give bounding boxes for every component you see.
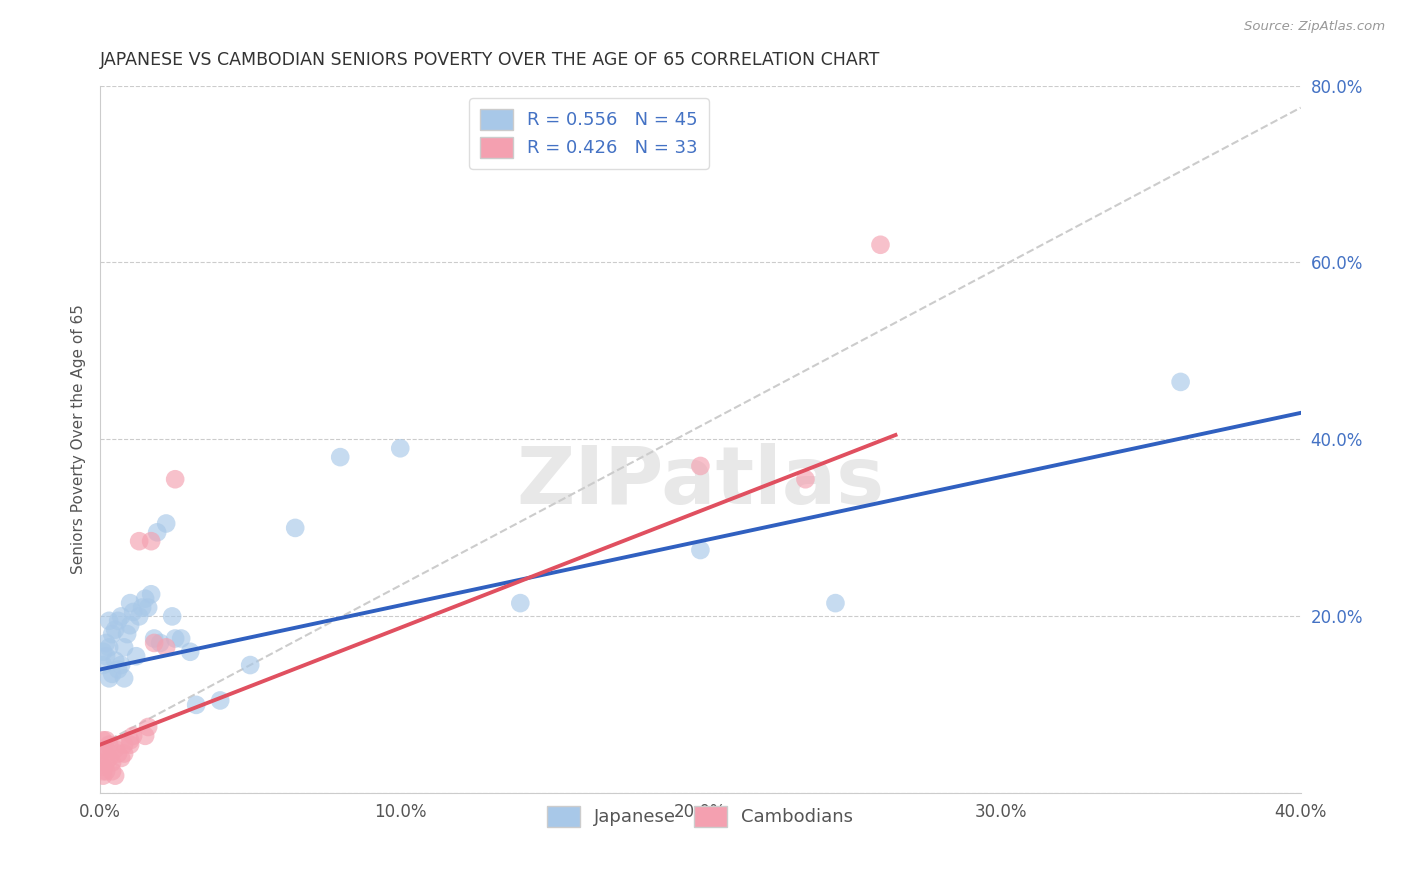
Point — [120, 733, 142, 747]
Point — [98, 738, 121, 752]
Point — [122, 605, 145, 619]
Point — [824, 596, 846, 610]
Text: Source: ZipAtlas.com: Source: ZipAtlas.com — [1244, 20, 1385, 33]
Point — [101, 627, 124, 641]
Point — [94, 733, 117, 747]
Point — [91, 760, 114, 774]
Point — [509, 596, 531, 610]
Point — [120, 596, 142, 610]
Point — [239, 658, 262, 673]
Point — [110, 751, 132, 765]
Point — [170, 632, 193, 646]
Point — [134, 729, 156, 743]
Point — [128, 534, 150, 549]
Point — [112, 640, 135, 655]
Point — [122, 729, 145, 743]
Point — [141, 534, 163, 549]
Point — [146, 525, 169, 540]
Point — [131, 600, 153, 615]
Point — [112, 747, 135, 761]
Text: ZIPatlas: ZIPatlas — [516, 443, 884, 521]
Point — [104, 654, 127, 668]
Point — [329, 450, 352, 464]
Point — [689, 458, 711, 473]
Point — [136, 720, 159, 734]
Point — [794, 472, 817, 486]
Point — [104, 623, 127, 637]
Point — [160, 609, 183, 624]
Point — [94, 742, 117, 756]
Point — [98, 640, 121, 655]
Point — [107, 747, 129, 761]
Point — [134, 591, 156, 606]
Point — [1170, 375, 1192, 389]
Point — [91, 769, 114, 783]
Point — [110, 658, 132, 673]
Point — [155, 640, 177, 655]
Point — [94, 649, 117, 664]
Point — [104, 769, 127, 783]
Point — [94, 764, 117, 779]
Point — [120, 618, 142, 632]
Point — [101, 756, 124, 770]
Point — [91, 645, 114, 659]
Point — [98, 751, 121, 765]
Point — [143, 632, 166, 646]
Point — [94, 756, 117, 770]
Point — [107, 614, 129, 628]
Point — [136, 600, 159, 615]
Point — [112, 671, 135, 685]
Point — [165, 632, 187, 646]
Point — [91, 751, 114, 765]
Point — [91, 764, 114, 779]
Point — [389, 442, 412, 456]
Point — [141, 587, 163, 601]
Point — [125, 649, 148, 664]
Point — [186, 698, 208, 712]
Point — [101, 666, 124, 681]
Point — [869, 237, 891, 252]
Point — [120, 738, 142, 752]
Point — [149, 636, 172, 650]
Point — [91, 733, 114, 747]
Legend: Japanese, Cambodians: Japanese, Cambodians — [540, 798, 860, 834]
Point — [94, 636, 117, 650]
Point — [91, 658, 114, 673]
Point — [115, 627, 138, 641]
Point — [104, 742, 127, 756]
Point — [689, 543, 711, 558]
Point — [165, 472, 187, 486]
Text: JAPANESE VS CAMBODIAN SENIORS POVERTY OVER THE AGE OF 65 CORRELATION CHART: JAPANESE VS CAMBODIAN SENIORS POVERTY OV… — [100, 51, 880, 69]
Point — [98, 671, 121, 685]
Point — [143, 636, 166, 650]
Point — [107, 663, 129, 677]
Point — [128, 609, 150, 624]
Point — [110, 609, 132, 624]
Point — [155, 516, 177, 531]
Y-axis label: Seniors Poverty Over the Age of 65: Seniors Poverty Over the Age of 65 — [72, 304, 86, 574]
Point — [179, 645, 201, 659]
Point — [209, 693, 232, 707]
Point — [98, 614, 121, 628]
Point — [112, 738, 135, 752]
Point — [284, 521, 307, 535]
Point — [101, 764, 124, 779]
Point — [91, 742, 114, 756]
